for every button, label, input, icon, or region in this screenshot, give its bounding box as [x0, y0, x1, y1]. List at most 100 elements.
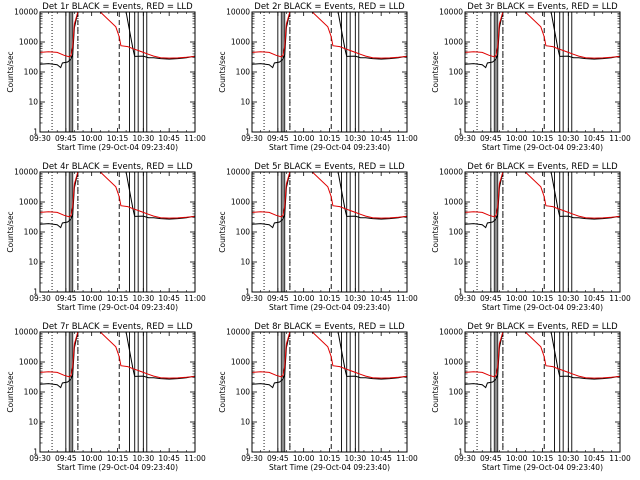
- y-tick-label: 10000: [14, 8, 38, 17]
- plot-frame: [39, 171, 196, 293]
- y-tick-label: 100: [449, 68, 464, 77]
- y-axis-label: Counts/sec: [6, 211, 15, 252]
- x-tick-label: 10:00: [81, 294, 103, 303]
- y-tick-label: 100: [449, 388, 464, 397]
- x-tick-label: 10:45: [370, 134, 392, 143]
- x-tick-label: 10:45: [158, 134, 180, 143]
- panel-2: Det 2r BLACK = Events, RED = LLD 09:30 09:…: [218, 2, 418, 152]
- x-tick-label: 10:45: [583, 294, 605, 303]
- x-tick-label: 10:30: [558, 134, 580, 143]
- plot-frame: [251, 331, 408, 453]
- x-tick-label: 09:30: [241, 294, 263, 303]
- y-tick-label: 1: [33, 128, 38, 137]
- y-axis-label: Counts/sec: [218, 51, 227, 92]
- plot-frame: [464, 331, 621, 453]
- lld-series-line: [252, 172, 407, 219]
- y-tick-label: 1: [33, 448, 38, 457]
- events-series-line: [465, 12, 620, 69]
- x-tick-label: 10:00: [506, 294, 528, 303]
- x-tick-label: 10:15: [319, 294, 341, 303]
- y-axis-label: Counts/sec: [6, 51, 15, 92]
- x-tick-label: 11:00: [609, 294, 631, 303]
- plot-content: [40, 12, 195, 132]
- events-series-line: [40, 332, 195, 389]
- x-tick-label: 09:30: [454, 134, 476, 143]
- y-tick-label: 10000: [226, 8, 250, 17]
- y-tick-label: 10: [28, 418, 38, 427]
- y-tick-label: 1: [458, 448, 463, 457]
- plot-content: [40, 332, 195, 452]
- y-tick-label: 100: [24, 228, 39, 237]
- x-tick-label: 09:45: [480, 294, 502, 303]
- panel-6: Det 6r BLACK = Events, RED = LLD 09:30 09:…: [431, 162, 631, 312]
- x-tick-label: 10:45: [583, 134, 605, 143]
- x-tick-label: 10:30: [345, 454, 367, 463]
- y-tick-label: 10000: [14, 168, 38, 177]
- x-tick-label: 10:30: [133, 294, 155, 303]
- x-tick-label: 09:45: [480, 134, 502, 143]
- events-series-line: [252, 12, 407, 69]
- x-tick-label: 09:30: [454, 294, 476, 303]
- x-tick-label: 10:45: [370, 454, 392, 463]
- x-tick-label: 10:30: [558, 294, 580, 303]
- y-tick-label: 1: [245, 448, 250, 457]
- y-tick-label: 1000: [231, 38, 250, 47]
- x-tick-label: 10:00: [293, 294, 315, 303]
- panel-4: Det 4r BLACK = Events, RED = LLD 09:30 09:…: [6, 162, 206, 312]
- x-tick-label: 10:15: [107, 454, 129, 463]
- events-series-line: [252, 332, 407, 389]
- events-series-line: [252, 172, 407, 229]
- lld-series-line: [465, 12, 620, 59]
- plot-content: [465, 172, 620, 292]
- y-tick-label: 100: [24, 68, 39, 77]
- x-tick-label: 10:30: [345, 134, 367, 143]
- x-tick-label: 11:00: [396, 454, 418, 463]
- y-tick-label: 1000: [231, 358, 250, 367]
- x-tick-label: 09:45: [480, 454, 502, 463]
- x-tick-label: 10:00: [81, 134, 103, 143]
- x-axis-label: Start Time (29-Oct-04 09:23:40): [57, 143, 178, 152]
- y-tick-label: 1: [33, 288, 38, 297]
- x-tick-label: 10:45: [158, 294, 180, 303]
- y-tick-label: 1000: [231, 198, 250, 207]
- y-tick-label: 100: [24, 388, 39, 397]
- y-axis-label: Counts/sec: [431, 371, 440, 412]
- x-tick-label: 11:00: [184, 454, 206, 463]
- y-tick-label: 10000: [226, 328, 250, 337]
- x-tick-label: 10:15: [319, 454, 341, 463]
- x-tick-label: 10:30: [345, 294, 367, 303]
- y-tick-label: 1: [245, 128, 250, 137]
- panel-7: Det 7r BLACK = Events, RED = LLD 09:30 09:…: [6, 322, 206, 472]
- x-tick-label: 10:30: [133, 454, 155, 463]
- x-tick-label: 10:00: [81, 454, 103, 463]
- y-tick-label: 10: [453, 98, 463, 107]
- lld-series-line: [40, 12, 195, 59]
- events-series-line: [465, 172, 620, 229]
- x-axis-label: Start Time (29-Oct-04 09:23:40): [269, 303, 390, 312]
- plot-content: [40, 172, 195, 292]
- lld-series-line: [40, 332, 195, 379]
- x-axis-label: Start Time (29-Oct-04 09:23:40): [57, 303, 178, 312]
- plot-content: [465, 12, 620, 132]
- events-series-line: [40, 12, 195, 69]
- x-tick-label: 09:45: [267, 294, 289, 303]
- x-tick-label: 10:45: [583, 454, 605, 463]
- plot-frame: [39, 11, 196, 133]
- events-series-line: [465, 332, 620, 389]
- x-tick-label: 11:00: [184, 134, 206, 143]
- x-tick-label: 11:00: [184, 294, 206, 303]
- plot-frame: [464, 171, 621, 293]
- y-tick-label: 10: [453, 258, 463, 267]
- y-tick-label: 10: [453, 418, 463, 427]
- x-tick-label: 09:30: [29, 454, 51, 463]
- panel-8: Det 8r BLACK = Events, RED = LLD 09:30 09:…: [218, 322, 418, 472]
- x-tick-label: 09:45: [267, 454, 289, 463]
- x-tick-label: 09:30: [29, 294, 51, 303]
- x-tick-label: 09:45: [55, 454, 77, 463]
- panel-5: Det 5r BLACK = Events, RED = LLD 09:30 09:…: [218, 162, 418, 312]
- plot-frame: [251, 171, 408, 293]
- x-tick-label: 09:45: [55, 294, 77, 303]
- y-axis-label: Counts/sec: [218, 371, 227, 412]
- x-axis-label: Start Time (29-Oct-04 09:23:40): [482, 303, 603, 312]
- y-tick-label: 1000: [444, 358, 463, 367]
